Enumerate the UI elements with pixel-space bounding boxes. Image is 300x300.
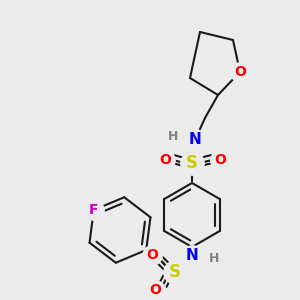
Text: O: O (149, 283, 161, 297)
Text: O: O (146, 248, 158, 262)
Text: S: S (169, 263, 181, 281)
Text: N: N (189, 133, 201, 148)
Text: O: O (159, 153, 171, 167)
Text: S: S (186, 154, 198, 172)
Text: O: O (234, 65, 246, 79)
Text: F: F (89, 203, 98, 217)
Text: H: H (168, 130, 178, 142)
Text: N: N (186, 248, 198, 263)
Text: H: H (209, 253, 219, 266)
Text: O: O (214, 153, 226, 167)
